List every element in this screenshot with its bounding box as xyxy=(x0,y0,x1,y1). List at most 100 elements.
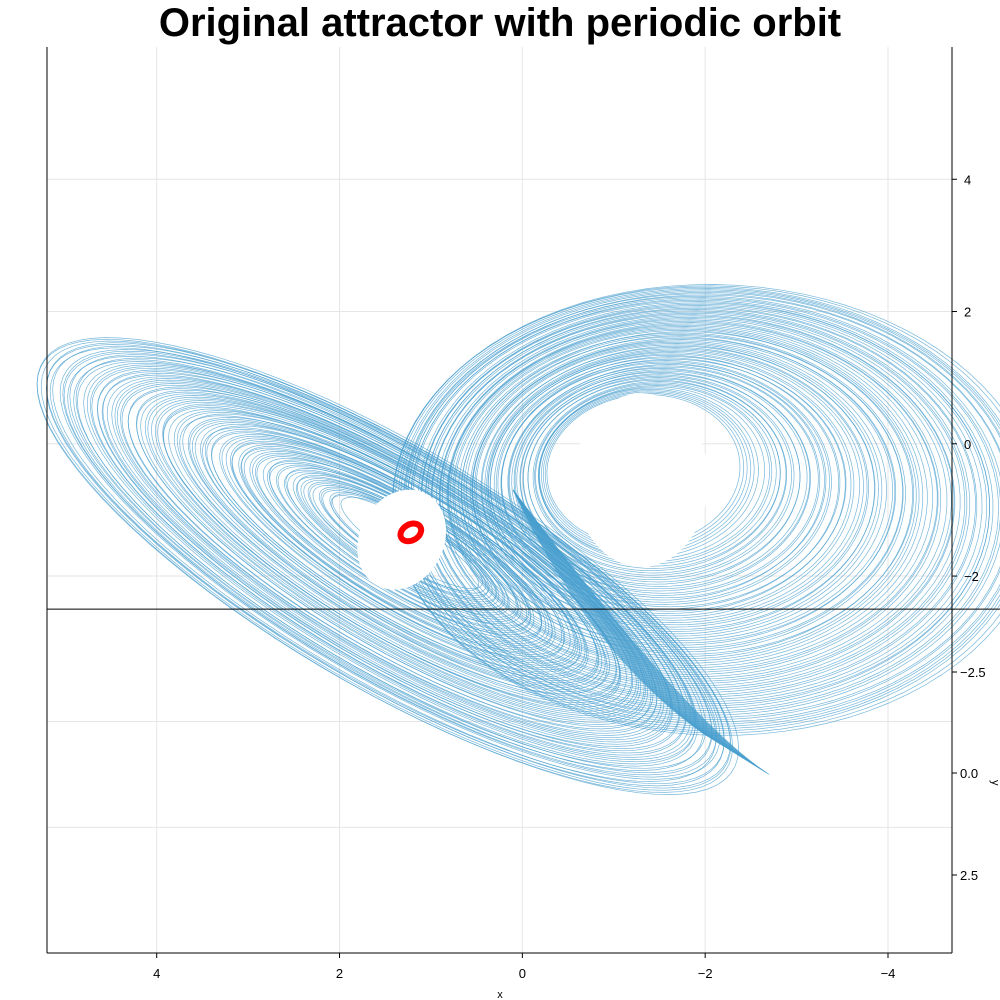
trajectory-loop-right xyxy=(490,353,852,617)
trajectory-loop-right xyxy=(430,311,966,689)
trajectory-loop-right xyxy=(495,356,847,612)
trajectory-loop-right xyxy=(474,343,879,635)
trajectory-loop-left xyxy=(62,350,718,778)
trajectory-loop-left xyxy=(49,347,717,782)
periodic-orbit xyxy=(397,520,425,545)
y-tick-label: −2 xyxy=(964,569,979,584)
trajectory-loop-left xyxy=(52,345,725,785)
trajectory-loop-left xyxy=(121,384,658,734)
trajectory-loop-left xyxy=(59,349,721,780)
trajectory-loop-right xyxy=(391,286,1000,732)
trajectory-loop-left xyxy=(163,406,622,706)
trajectory-strand xyxy=(512,489,770,775)
trajectory-loop-right xyxy=(471,340,887,639)
y-tick-label: 0 xyxy=(964,437,971,452)
trajectory-loop-left xyxy=(267,461,535,636)
trajectory-loop-right xyxy=(475,344,875,632)
trajectory-loop-right xyxy=(544,392,745,549)
trajectory-loop-left xyxy=(67,355,704,771)
trajectory-loop-right xyxy=(486,349,864,623)
trajectory-loop-right xyxy=(392,284,1000,736)
trajectory-loop-right xyxy=(469,337,897,644)
trajectory-loop-right xyxy=(397,289,1000,727)
trajectory-loop-right xyxy=(534,382,777,567)
z-axis-ticks: −2.5 0.0 2.5 xyxy=(952,665,986,883)
trajectory-loop-right xyxy=(442,320,939,673)
trajectory-loop-left xyxy=(36,338,733,793)
trajectory-loop-right xyxy=(489,354,846,614)
trajectory-loop-right xyxy=(440,318,948,678)
trajectory-loop-right xyxy=(501,362,825,601)
trajectory-loop-right xyxy=(403,291,1000,723)
trajectory-loop-right xyxy=(484,348,868,626)
trajectory-loop-left xyxy=(46,344,725,787)
trajectory-loop-right xyxy=(412,301,990,707)
trajectory-loop-left xyxy=(194,422,600,686)
trajectory-loop-right xyxy=(472,339,893,641)
y-axis-label: y xyxy=(989,780,1000,786)
trajectory-loop-right xyxy=(436,315,955,682)
axes xyxy=(46,47,1000,954)
x-tick-label: −2 xyxy=(698,966,713,981)
trajectory-loop-right xyxy=(410,298,999,711)
trajectory-loop-right xyxy=(427,310,968,691)
periodic-orbit-loop xyxy=(397,520,425,545)
right-lobe-hole xyxy=(574,393,709,568)
trajectory-loop-right xyxy=(392,285,1000,734)
trajectory-loop-right xyxy=(407,297,1000,714)
y-axis-ticks: 4 2 0 −2 xyxy=(952,172,979,584)
trajectory-loop-right xyxy=(532,381,781,569)
trajectory-loop-left xyxy=(269,462,531,633)
trajectory-loop-right xyxy=(425,309,971,693)
trajectory-loop-right xyxy=(527,378,787,574)
trajectory-loop-left xyxy=(97,371,681,752)
trajectory-loop-right xyxy=(472,341,883,637)
attractor-trajectory xyxy=(36,284,1000,795)
trajectory-loop-right xyxy=(487,350,861,621)
trajectory-loop-left xyxy=(40,340,732,791)
x-tick-label: 0 xyxy=(519,966,526,981)
chart-title: Original attractor with periodic orbit xyxy=(158,1,842,45)
trajectory-loop-right xyxy=(425,307,976,696)
trajectory-loop-left xyxy=(91,367,687,756)
trajectory-loop-left xyxy=(276,464,532,631)
trajectory-loop-right xyxy=(420,303,988,702)
trajectory-loop-right xyxy=(450,327,920,662)
trajectory-loop-left xyxy=(268,459,543,638)
trajectory-loop-right xyxy=(447,324,928,666)
trajectory-loop-left xyxy=(63,352,713,776)
trajectory-loop-right xyxy=(538,386,766,560)
trajectory-loop-left xyxy=(176,411,617,699)
y-tick-label: 4 xyxy=(964,172,971,187)
z-tick-label: 2.5 xyxy=(960,868,978,883)
trajectory-loop-right xyxy=(421,305,983,700)
trajectory-loop-right xyxy=(446,322,938,671)
trajectory-loop-left xyxy=(238,444,566,657)
y-tick-label: 2 xyxy=(964,305,971,320)
trajectory-loop-right xyxy=(431,314,956,684)
trajectory-loop-right xyxy=(546,394,741,547)
trajectory-loop-right xyxy=(447,323,934,669)
z-tick-label: 0.0 xyxy=(960,766,978,781)
trajectory-loop-right xyxy=(448,326,924,664)
z-tick-label: −2.5 xyxy=(960,665,986,680)
trajectory-loop-right xyxy=(452,328,917,660)
trajectory-loop-left xyxy=(154,400,637,714)
x-tick-label: −4 xyxy=(881,966,896,981)
trajectory-loop-right xyxy=(439,316,952,680)
trajectory-loop-right xyxy=(541,390,752,554)
trajectory-loop-left xyxy=(179,415,608,695)
trajectory-loop-right xyxy=(402,293,1000,720)
x-axis-ticks: 4 2 0 −2 −4 xyxy=(153,953,895,981)
trajectory-loop-left xyxy=(151,398,639,717)
trajectory-loop-left xyxy=(101,374,673,747)
trajectory-loop-right xyxy=(399,290,1000,725)
trajectory-loop-right xyxy=(421,306,978,698)
trajectory-loop-right xyxy=(539,388,755,556)
trajectory-loop-left xyxy=(296,476,510,616)
trajectory-loop-right xyxy=(461,333,904,650)
trajectory-loop-left xyxy=(89,366,691,758)
trajectory-loop-right xyxy=(542,391,748,551)
trajectory-loop-left xyxy=(303,479,506,611)
